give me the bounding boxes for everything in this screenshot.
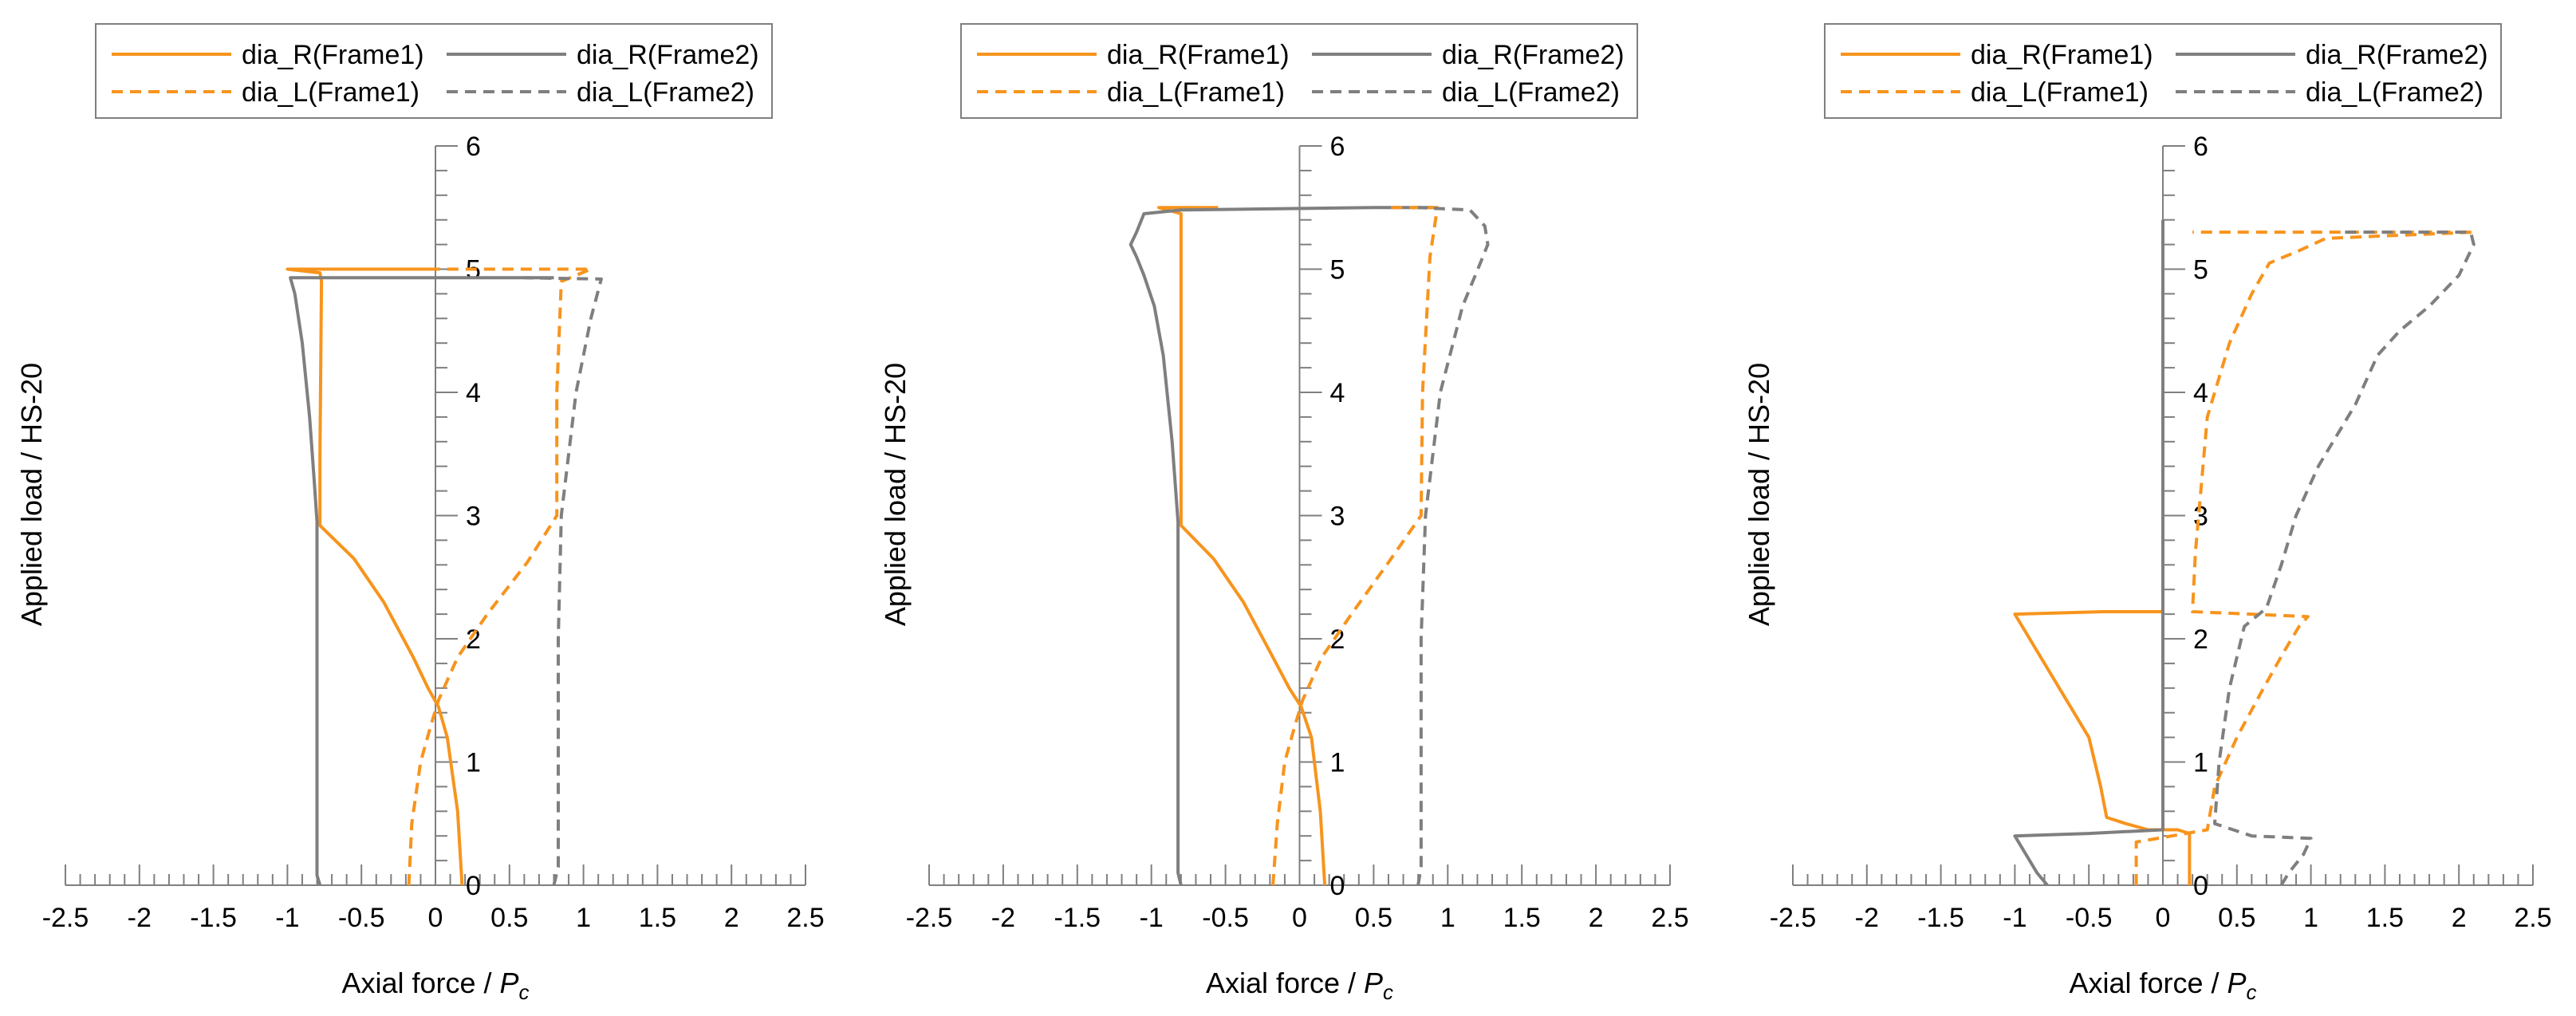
y-tick-label: 2 — [1330, 624, 1345, 655]
x-tick-label: 1.5 — [639, 903, 676, 933]
x-tick-label: -2 — [128, 903, 152, 933]
series-line-dia-lframe2 — [1416, 206, 1490, 886]
x-axis-title: Axial force / Pc — [2069, 967, 2256, 1004]
legend-label: dia_R(Frame1) — [242, 40, 424, 70]
y-tick-label: 3 — [466, 502, 481, 532]
x-tick-label: 1.5 — [2366, 903, 2404, 933]
y-tick-label: 5 — [2193, 255, 2208, 286]
y-tick-label: 0 — [466, 871, 481, 901]
series-line-dia-rframe1 — [286, 267, 464, 886]
y-tick-label: 0 — [2193, 871, 2208, 901]
legend-box — [95, 23, 773, 119]
x-tick-label: 1 — [1440, 903, 1455, 933]
x-tick-label: 1 — [2303, 903, 2318, 933]
legend-label: dia_L(Frame1) — [1971, 77, 2149, 108]
legend-box — [1824, 23, 2502, 119]
series-line-dia-rframe2 — [289, 276, 554, 886]
x-tick-label: -0.5 — [2066, 903, 2113, 933]
x-tick-label: 2.5 — [786, 903, 824, 933]
x-tick-label: 2 — [2452, 903, 2467, 933]
x-tick-label: 0.5 — [490, 903, 528, 933]
x-axis-title-text: Axial force / — [341, 967, 499, 999]
series-line-dia-lframe1 — [407, 267, 593, 886]
legend-label: dia_R(Frame1) — [1107, 40, 1290, 70]
x-tick-label: 2.5 — [1651, 903, 1688, 933]
x-tick-label: 0 — [1292, 903, 1307, 933]
x-tick-label: -1 — [275, 903, 299, 933]
x-tick-label: 0.5 — [1355, 903, 1392, 933]
legend-label: dia_R(Frame1) — [1971, 40, 2153, 70]
x-axis-title-text: Axial force / — [2069, 967, 2227, 999]
x-tick-label: -2.5 — [42, 903, 89, 933]
x-axis-title-symbol: P — [2227, 967, 2247, 999]
y-tick-label: 0 — [1330, 871, 1345, 901]
legend-label: dia_R(Frame2) — [1442, 40, 1625, 70]
x-axis-title-text: Axial force / — [1206, 967, 1364, 999]
x-tick-label: -2.5 — [906, 903, 953, 933]
x-tick-label: 0 — [2156, 903, 2171, 933]
legend-label: dia_L(Frame2) — [2306, 77, 2483, 108]
legend-box — [960, 23, 1638, 119]
x-tick-label: -0.5 — [1202, 903, 1249, 933]
y-tick-label: 1 — [1330, 748, 1345, 778]
x-tick-label: -1.5 — [1054, 903, 1101, 933]
x-tick-label: 2 — [1589, 903, 1604, 933]
x-tick-label: 1.5 — [1503, 903, 1541, 933]
legend-label: dia_L(Frame1) — [1107, 77, 1285, 108]
series-line-dia-rframe1 — [1157, 206, 1327, 886]
y-tick-label: 4 — [2193, 378, 2208, 408]
legend-label: dia_L(Frame2) — [577, 77, 754, 108]
y-tick-label: 6 — [466, 132, 481, 162]
y-tick-label: 1 — [466, 748, 481, 778]
legend-label: dia_L(Frame1) — [242, 77, 419, 108]
x-tick-label: -2 — [991, 903, 1015, 933]
x-tick-label: -1.5 — [1917, 903, 1964, 933]
x-axis-title-subscript: c — [2247, 980, 2257, 1004]
x-tick-label: -1 — [2003, 903, 2027, 933]
x-tick-label: 0.5 — [2218, 903, 2255, 933]
y-tick-label: 5 — [1330, 255, 1345, 286]
x-tick-label: -2 — [1855, 903, 1879, 933]
legend-label: dia_L(Frame2) — [1442, 77, 1620, 108]
y-tick-label: 2 — [466, 624, 481, 655]
legend-label: dia_R(Frame2) — [577, 40, 759, 70]
y-tick-label: 4 — [466, 378, 481, 408]
x-axis-title-symbol: P — [1364, 967, 1383, 999]
legend-label: dia_R(Frame2) — [2306, 40, 2488, 70]
x-axis-title: Axial force / Pc — [1206, 967, 1393, 1004]
series-line-dia-rframe2 — [2013, 219, 2164, 887]
y-tick-label: 6 — [1330, 132, 1345, 162]
series-line-dia-lframe1 — [1271, 206, 1440, 886]
y-tick-label: 6 — [2193, 132, 2208, 162]
series-line-dia-rframe2 — [1128, 206, 1433, 886]
y-tick-label: 3 — [1330, 502, 1345, 532]
x-tick-label: -1.5 — [190, 903, 237, 933]
x-tick-label: 0 — [428, 903, 443, 933]
y-axis-title: Applied load / HS-20 — [879, 363, 912, 626]
series-line-dia-lframe1 — [2134, 230, 2476, 885]
chart-panel-3: -2.5 -2 -1.5 -1 -0.5 0 0.5 1 1.5 2 2.50123456Axial… — [1743, 23, 2552, 1004]
x-tick-label: -0.5 — [338, 903, 385, 933]
x-tick-label: 2 — [724, 903, 739, 933]
x-axis-title-symbol: P — [500, 967, 519, 999]
y-axis-title: Applied load / HS-20 — [15, 363, 48, 626]
x-tick-label: 2.5 — [2514, 903, 2551, 933]
series-line-dia-rframe1 — [2013, 232, 2192, 885]
chart-panel-2: -2.5 -2 -1.5 -1 -0.5 0 0.5 1 1.5 2 2.5 0 1 2 3 4 5 6 Axial… — [879, 23, 1689, 1004]
y-axis-title: Applied load / HS-20 — [1743, 363, 1775, 626]
x-tick-label: 1 — [576, 903, 591, 933]
y-tick-label: 2 — [2193, 624, 2208, 655]
series-line-dia-lframe2 — [524, 276, 603, 886]
x-tick-label: -1 — [1140, 903, 1164, 933]
x-axis-title: Axial force / Pc — [341, 967, 529, 1004]
x-tick-label: -2.5 — [1770, 903, 1817, 933]
y-tick-label: 4 — [1330, 378, 1345, 408]
x-axis-title-subscript: c — [519, 980, 530, 1004]
chart-panel-1: -2.5 -2 -1.5 -1 -0.5 0 0.5 1 1.5 2 2.50123456Axial… — [15, 23, 825, 1004]
series-line-dia-lframe2 — [2213, 230, 2476, 887]
x-axis-title-subscript: c — [1383, 980, 1393, 1004]
y-tick-label: 1 — [2193, 748, 2208, 778]
